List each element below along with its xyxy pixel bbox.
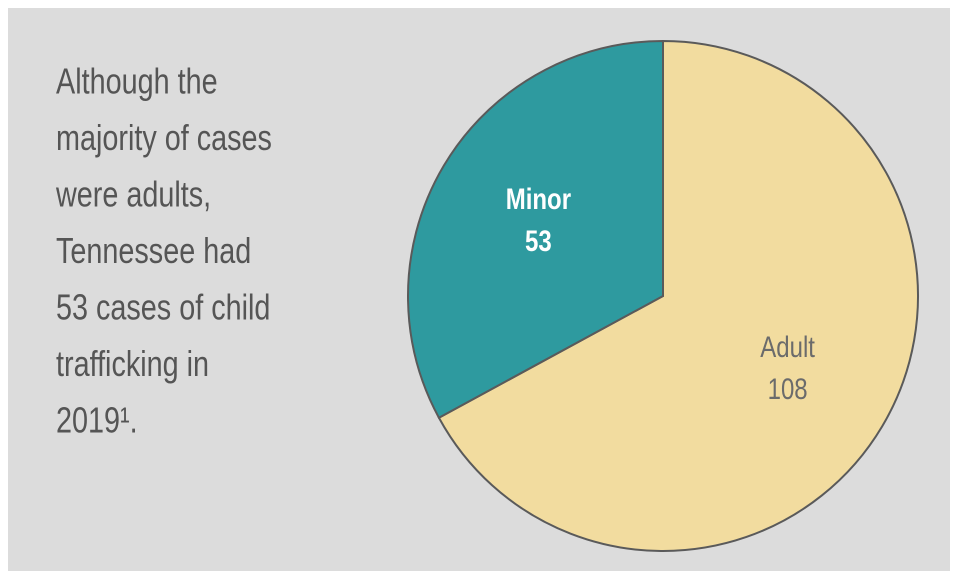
annotation-line: 2019¹. <box>56 399 138 440</box>
slice-label: Adult <box>760 329 815 363</box>
pie-slice <box>437 39 919 552</box>
annotation-line: were adults, <box>55 173 211 214</box>
slice-label: Minor <box>506 181 572 215</box>
pie-slice <box>407 39 664 420</box>
annotation-line: majority of cases <box>56 117 272 158</box>
annotation-line: trafficking in <box>56 343 209 384</box>
slice-value: 53 <box>525 223 552 257</box>
slice-value: 108 <box>768 371 808 405</box>
annotation-line: Although the <box>56 60 218 101</box>
annotation-line: 53 cases of child <box>56 286 270 327</box>
annotation-line: Tennessee had <box>56 230 251 271</box>
